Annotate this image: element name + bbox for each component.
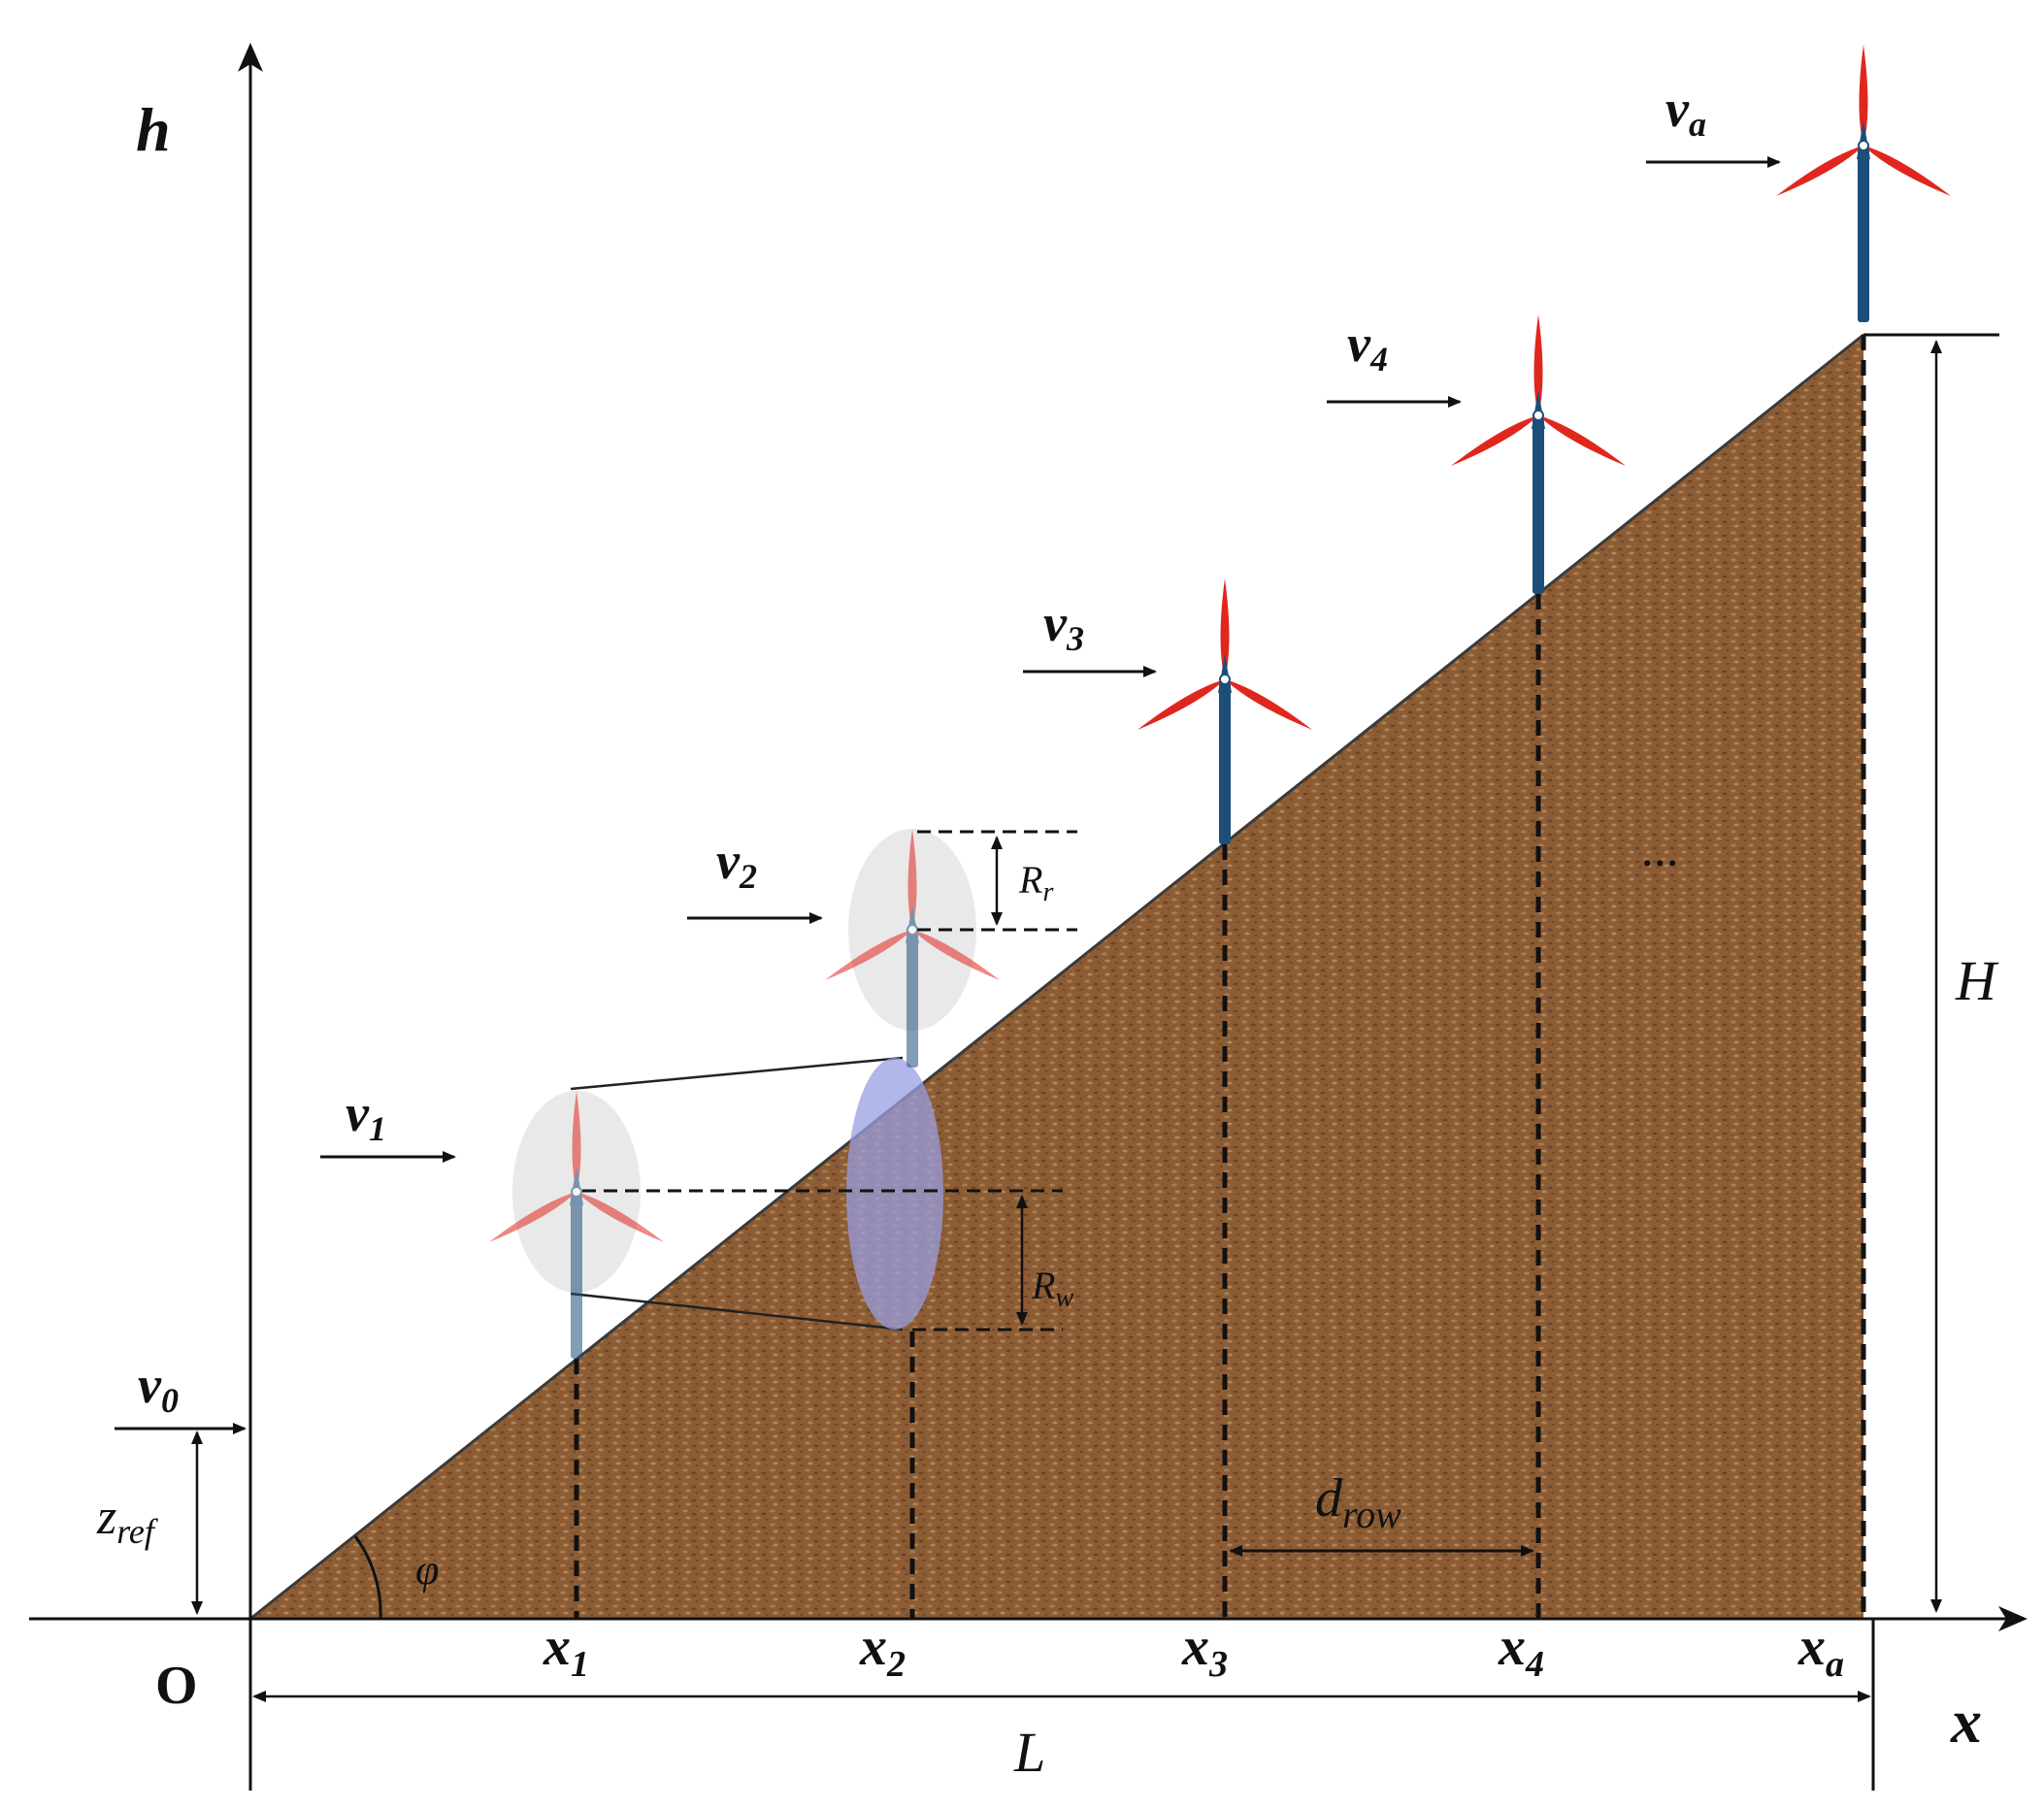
wind-turbine xyxy=(1137,578,1313,844)
turbines xyxy=(488,45,1952,1359)
zoom-line-bottom xyxy=(570,1292,904,1332)
turbine-blade xyxy=(824,930,912,980)
wake-region xyxy=(512,829,976,1332)
slope-edge xyxy=(249,333,1864,1621)
angle-label: φ xyxy=(415,1546,439,1594)
rw-sub: w xyxy=(1055,1283,1073,1313)
wind-turbine xyxy=(1775,45,1952,322)
turbine-blade xyxy=(1220,578,1230,679)
height-label: H xyxy=(1955,949,1999,1012)
position-labels: x1 x2 x3 x4 xa xyxy=(543,1617,1844,1685)
turbine-hub xyxy=(1858,140,1869,151)
length-label: L xyxy=(1013,1721,1045,1784)
turbine-blade xyxy=(1859,45,1868,146)
turbine-blade xyxy=(1775,146,1863,196)
zref-sub: ref xyxy=(116,1512,159,1551)
turbine-tower xyxy=(1533,415,1544,594)
zoom-line-top xyxy=(570,1056,904,1091)
drow-label: drow xyxy=(1315,1468,1401,1536)
pos-label-a: xa xyxy=(1797,1617,1844,1685)
turbine-tower xyxy=(571,1192,582,1359)
drow-main: d xyxy=(1315,1468,1343,1529)
wake-ellipse xyxy=(846,1058,943,1330)
turbine-blade xyxy=(1863,146,1952,196)
wind-turbine xyxy=(1450,314,1627,594)
pos-label-1: x1 xyxy=(543,1617,589,1685)
wind-turbine xyxy=(488,1091,665,1359)
turbine-blade xyxy=(1137,679,1225,730)
rr-sub: r xyxy=(1042,877,1053,907)
rw-main: R xyxy=(1031,1264,1055,1307)
drow-sub: row xyxy=(1342,1493,1401,1536)
turbine-tower xyxy=(1858,146,1869,322)
turbine-blade xyxy=(572,1091,581,1192)
turbine-hub xyxy=(1219,674,1231,685)
wind-label-a: va xyxy=(1665,80,1706,144)
angle-arc xyxy=(353,1535,382,1620)
turbine-hub xyxy=(571,1186,582,1198)
turbine-hub xyxy=(1533,410,1544,421)
x-axis-label: x xyxy=(1950,1687,1982,1756)
wake-radius-dim xyxy=(582,1189,1063,1332)
wind-turbine xyxy=(824,829,1001,1068)
turbine-blade xyxy=(1225,679,1313,730)
turbine-blade xyxy=(1538,415,1627,466)
pos-label-4: x4 xyxy=(1498,1617,1544,1685)
wind-arrows xyxy=(115,156,1781,1434)
turbine-blade xyxy=(1450,415,1538,466)
turbine-blade xyxy=(577,1192,665,1242)
turbine-tower xyxy=(907,930,918,1068)
rotor-radius-dim xyxy=(917,830,1077,932)
rr-main: R xyxy=(1018,858,1042,902)
wind-label-0: v0 xyxy=(138,1356,179,1420)
turbine-blade xyxy=(1533,314,1543,415)
turbine-hub xyxy=(907,924,918,936)
wind-label-1: v1 xyxy=(346,1084,386,1148)
turbine-blade xyxy=(907,829,917,930)
position-dashes xyxy=(574,335,1866,1619)
h-axis-label: h xyxy=(136,95,171,164)
turbine-blade xyxy=(488,1192,577,1242)
rw-label: Rw xyxy=(1031,1264,1073,1313)
pos-label-2: x2 xyxy=(859,1617,906,1685)
continuation-dots: ... xyxy=(1642,822,1680,877)
wind-label-2: v2 xyxy=(716,832,757,896)
turbine-tower xyxy=(1219,679,1231,844)
zref-main: z xyxy=(96,1490,116,1545)
zref-label: zref xyxy=(96,1490,159,1551)
turbine-blade xyxy=(912,930,1001,980)
rr-label: Rr xyxy=(1018,858,1053,907)
origin-label: O xyxy=(155,1656,198,1716)
pos-label-3: x3 xyxy=(1181,1617,1228,1685)
wind-label-4: v4 xyxy=(1347,314,1388,378)
wind-label-3: v3 xyxy=(1043,594,1084,658)
wind-speed-labels: v0 v1 v2 v3 v4 va xyxy=(138,80,1706,1420)
